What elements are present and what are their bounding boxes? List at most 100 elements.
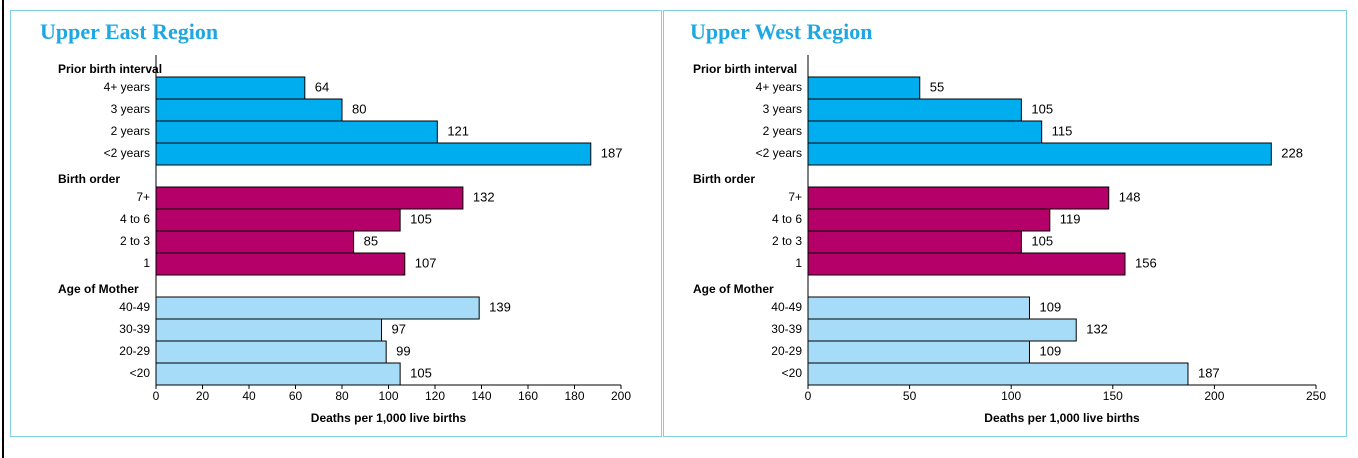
category-label: 20-29 — [119, 344, 150, 358]
x-tick-label: 50 — [903, 389, 917, 403]
category-label: 1 — [143, 256, 150, 270]
value-label: 132 — [473, 189, 495, 204]
bar — [155, 76, 306, 100]
bar — [155, 120, 438, 144]
category-label: 20-29 — [771, 344, 802, 358]
group-label: Birth order — [58, 172, 120, 186]
value-label: 105 — [410, 211, 432, 226]
category-label: 3 years — [111, 102, 150, 116]
value-label: 99 — [396, 343, 410, 358]
category-label: 40-49 — [771, 300, 802, 314]
x-tick-label: 20 — [196, 389, 210, 403]
bar — [807, 186, 1110, 210]
value-label: 187 — [1198, 365, 1220, 380]
category-label: <20 — [782, 366, 803, 380]
chart-title: Upper East Region — [40, 19, 218, 44]
group-label: Age of Mother — [58, 282, 139, 296]
bar — [155, 296, 480, 320]
category-label: 2 to 3 — [772, 234, 802, 248]
x-tick-label: 80 — [335, 389, 349, 403]
x-tick-label: 150 — [1103, 389, 1123, 403]
category-label: <20 — [130, 366, 151, 380]
value-label: 80 — [352, 101, 366, 116]
value-label: 85 — [364, 233, 378, 248]
bar — [155, 252, 406, 276]
value-label: 64 — [315, 79, 329, 94]
bar — [807, 98, 1022, 122]
x-tick-label: 140 — [471, 389, 491, 403]
chart-title: Upper West Region — [690, 19, 873, 44]
bar — [807, 208, 1051, 232]
value-label: 139 — [489, 299, 511, 314]
value-label: 105 — [1031, 233, 1053, 248]
group-label: Age of Mother — [693, 282, 774, 296]
category-label: 4 to 6 — [120, 212, 150, 226]
bar — [807, 252, 1126, 276]
category-label: 7+ — [136, 190, 150, 204]
x-tick-label: 160 — [518, 389, 538, 403]
bar — [155, 362, 401, 386]
category-label: 40-49 — [119, 300, 150, 314]
bar — [807, 296, 1030, 320]
bar — [155, 208, 401, 232]
value-label: 55 — [930, 79, 944, 94]
value-label: 107 — [415, 255, 437, 270]
x-tick-label: 120 — [425, 389, 445, 403]
bar — [155, 142, 592, 166]
x-tick-label: 200 — [611, 389, 631, 403]
category-label: 30-39 — [119, 322, 150, 336]
category-label: 4+ years — [756, 80, 802, 94]
bar — [807, 142, 1272, 166]
bar — [807, 230, 1022, 254]
x-tick-label: 100 — [378, 389, 398, 403]
bar — [807, 120, 1043, 144]
value-label: 121 — [447, 123, 469, 138]
value-label: 109 — [1039, 299, 1061, 314]
value-label: 109 — [1039, 343, 1061, 358]
panel — [10, 10, 662, 437]
category-label: 1 — [795, 256, 802, 270]
value-label: 156 — [1135, 255, 1157, 270]
value-label: 119 — [1060, 211, 1081, 226]
x-tick-label: 60 — [289, 389, 303, 403]
value-label: 115 — [1052, 123, 1073, 138]
bar — [155, 340, 387, 364]
panel — [663, 10, 1347, 437]
bar — [807, 340, 1030, 364]
bar — [807, 76, 921, 100]
x-axis-label: Deaths per 1,000 live births — [311, 411, 467, 425]
value-label: 105 — [410, 365, 432, 380]
category-label: 30-39 — [771, 322, 802, 336]
x-axis-label: Deaths per 1,000 live births — [984, 411, 1140, 425]
category-label: 2 years — [763, 124, 802, 138]
category-label: <2 years — [104, 146, 150, 160]
category-label: 2 years — [111, 124, 150, 138]
value-label: 228 — [1281, 145, 1303, 160]
bar — [155, 186, 464, 210]
x-tick-label: 0 — [153, 389, 160, 403]
value-label: 97 — [392, 321, 406, 336]
bar — [807, 362, 1189, 386]
value-label: 132 — [1086, 321, 1108, 336]
bar — [807, 318, 1077, 342]
category-label: <2 years — [756, 146, 802, 160]
value-label: 187 — [601, 145, 623, 160]
bar — [155, 318, 383, 342]
group-label: Prior birth interval — [693, 62, 797, 76]
x-tick-label: 200 — [1204, 389, 1224, 403]
category-label: 4 to 6 — [772, 212, 802, 226]
value-label: 105 — [1031, 101, 1053, 116]
bar — [155, 230, 355, 254]
x-tick-label: 100 — [1001, 389, 1021, 403]
group-label: Birth order — [693, 172, 755, 186]
x-tick-label: 40 — [242, 389, 256, 403]
x-tick-label: 0 — [805, 389, 812, 403]
group-label: Prior birth interval — [58, 62, 162, 76]
category-label: 4+ years — [104, 80, 150, 94]
category-label: 7+ — [788, 190, 802, 204]
x-tick-label: 180 — [564, 389, 584, 403]
value-label: 148 — [1119, 189, 1141, 204]
x-tick-label: 250 — [1306, 389, 1326, 403]
category-label: 3 years — [763, 102, 802, 116]
